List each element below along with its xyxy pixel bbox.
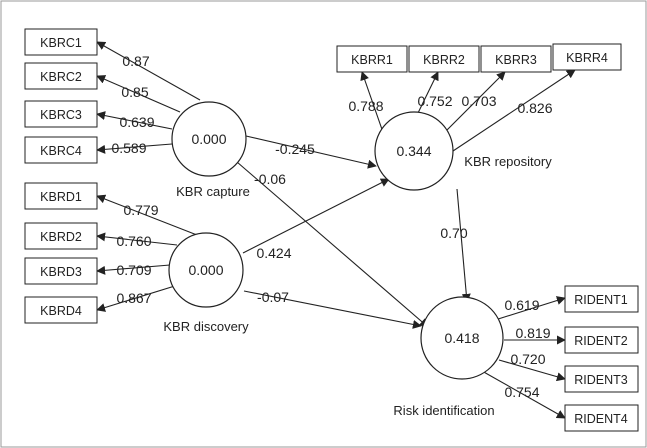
- loading-value-rident3: 0.720: [510, 351, 545, 367]
- loading-value-kbrr1: 0.788: [348, 98, 383, 114]
- indicator-kbrc3: KBRC3: [24, 100, 98, 128]
- indicator-kbrc2: KBRC2: [24, 62, 98, 90]
- indicator-label: RIDENT1: [574, 293, 628, 307]
- indicator-kbrr2: KBRR2: [408, 45, 480, 73]
- loading-line-kbrr1: [360, 71, 386, 139]
- loading-value-kbrd1: 0.779: [123, 202, 158, 218]
- indicator-kbrc4: KBRC4: [24, 136, 98, 164]
- loading-line-rident1: [494, 296, 566, 321]
- indicator-label: KBRC3: [40, 108, 82, 122]
- indicator-kbrd3: KBRD3: [24, 257, 98, 285]
- loading-line-kbrc4: [96, 143, 173, 154]
- loading-line-rident4: [481, 370, 566, 419]
- loading-value-kbrd4: 0.867: [116, 290, 151, 306]
- construct-name: KBR repository: [464, 154, 552, 169]
- loading-value-rident2: 0.819: [515, 325, 550, 341]
- loading-value-rident1: 0.619: [504, 297, 539, 313]
- loading-value-kbrr3: 0.703: [461, 93, 496, 109]
- construct-kbr-discovery: 0.000 KBR discovery: [163, 232, 249, 334]
- indicator-label: KBRR4: [566, 51, 608, 65]
- indicator-label: KBRC2: [40, 70, 82, 84]
- indicator-rident4: RIDENT4: [564, 404, 639, 432]
- indicator-rident2: RIDENT2: [564, 326, 639, 354]
- construct-kbr-repository: 0.344 KBR repository: [374, 111, 552, 191]
- indicator-kbrr1: KBRR1: [336, 45, 408, 73]
- indicator-label: KBRC4: [40, 144, 82, 158]
- path-line-discovery-repository: [242, 178, 390, 254]
- loading-line-kbrd4: [96, 284, 179, 312]
- loading-value-kbrd2: 0.760: [116, 233, 151, 249]
- indicator-kbrc1: KBRC1: [24, 28, 98, 56]
- construct-r2-value: 0.418: [444, 330, 479, 346]
- indicator-label: KBRD4: [40, 304, 82, 318]
- indicator-label: RIDENT4: [574, 412, 628, 426]
- indicator-label: KBRC1: [40, 36, 82, 50]
- indicator-label: KBRR2: [423, 53, 465, 67]
- indicator-label: KBRR1: [351, 53, 393, 67]
- indicator-kbrd2: KBRD2: [24, 222, 98, 250]
- construct-r2-value: 0.344: [396, 143, 431, 159]
- path-line-capture-repository: [245, 135, 377, 169]
- indicator-kbrr3: KBRR3: [480, 45, 552, 73]
- indicator-kbrd1: KBRD1: [24, 182, 98, 210]
- indicator-label: KBRD2: [40, 230, 82, 244]
- indicator-label: RIDENT3: [574, 373, 628, 387]
- indicator-label: RIDENT2: [574, 334, 628, 348]
- loading-value-rident4: 0.754: [504, 384, 539, 400]
- path-coefficient-capture-repository: -0.245: [275, 141, 315, 157]
- loading-line-kbrd2: [96, 232, 178, 246]
- construct-r2-value: 0.000: [188, 262, 223, 278]
- loading-line-kbrd3: [96, 264, 171, 275]
- construct-name: Risk identification: [393, 403, 494, 418]
- path-coefficient-capture-risk: -0.06: [254, 171, 286, 187]
- loading-value-kbrr4: 0.826: [517, 100, 552, 116]
- path-coefficient-discovery-repository: 0.424: [256, 245, 291, 261]
- indicator-kbrr4: KBRR4: [552, 43, 622, 71]
- construct-name: KBR discovery: [163, 319, 249, 334]
- loading-value-kbrd3: 0.709: [116, 262, 151, 278]
- path-coefficient-repository-risk: 0.70: [440, 225, 467, 241]
- indicator-rident3: RIDENT3: [564, 365, 639, 393]
- indicator-kbrd4: KBRD4: [24, 296, 98, 324]
- construct-r2-value: 0.000: [191, 131, 226, 147]
- indicator-rident1: RIDENT1: [564, 285, 639, 313]
- loading-line-rident3: [498, 359, 566, 382]
- construct-risk-identification: 0.418 Risk identification: [393, 296, 504, 418]
- indicator-label: KBRD1: [40, 190, 82, 204]
- loading-value-kbrc3: 0.639: [119, 114, 154, 130]
- loading-line-kbrc3: [96, 111, 173, 130]
- loading-value-kbrc1: 0.87: [122, 53, 149, 69]
- path-line-capture-risk: [236, 161, 429, 328]
- loading-value-kbrc4: 0.589: [111, 140, 146, 156]
- loading-line-kbrc1: [96, 41, 201, 101]
- loading-line-kbrc2: [96, 75, 181, 113]
- loading-line-kbrr3: [445, 71, 506, 132]
- path-coefficient-discovery-risk: -0.07: [257, 289, 289, 305]
- construct-kbr-capture: 0.000 KBR capture: [171, 101, 250, 199]
- path-line-repository-risk: [456, 188, 471, 303]
- indicator-label: KBRR3: [495, 53, 537, 67]
- indicator-label: KBRD3: [40, 265, 82, 279]
- loading-value-kbrc2: 0.85: [121, 84, 148, 100]
- loading-line-kbrd1: [96, 194, 198, 236]
- loading-value-kbrr2: 0.752: [417, 93, 452, 109]
- loading-line-kbrr2: [417, 71, 439, 114]
- construct-name: KBR capture: [176, 184, 250, 199]
- loading-line-kbrr4: [452, 69, 576, 152]
- path-line-discovery-risk: [243, 290, 422, 329]
